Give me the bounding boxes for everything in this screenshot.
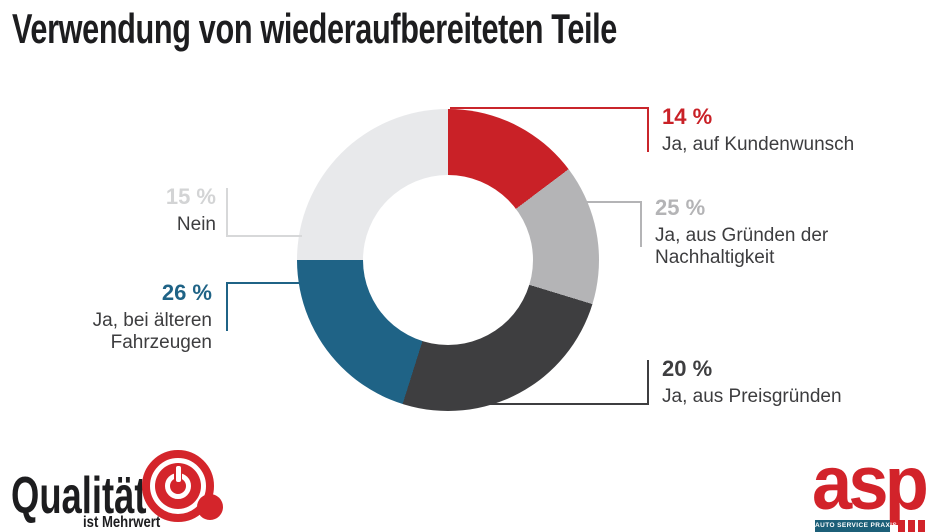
power-button-icon <box>142 450 223 522</box>
asp-bar <box>918 520 925 532</box>
donut-chart <box>297 109 599 411</box>
callout-label: Ja, auf Kundenwunsch <box>662 134 855 155</box>
callout-value: 14 % <box>662 104 713 129</box>
callout-line-fahrzeuge <box>226 282 228 331</box>
callout-preisgruende: 20 % Ja, aus Preisgründen <box>662 357 842 408</box>
callout-line-kundenwunsch <box>647 107 649 152</box>
callout-fahrzeuge: 26 % Ja, bei älteren Fahrzeugen <box>0 281 212 354</box>
asp-band: AUTO SERVICE PRAXIS <box>815 520 897 532</box>
callout-line-nein <box>226 235 302 237</box>
callout-value: 26 % <box>161 280 212 305</box>
callout-line-nein <box>226 188 228 237</box>
callout-nachhaltigkeit: 25 % Ja, aus Gründen der Nachhaltigkeit <box>655 196 945 269</box>
callout-label: Nein <box>176 214 216 235</box>
donut-hole <box>363 175 533 345</box>
qualitaet-subline: ist Mehrwert <box>83 514 161 531</box>
callout-value: 20 % <box>662 356 713 381</box>
asp-bar <box>898 520 905 532</box>
callout-nein: 15 % Nein <box>0 185 216 236</box>
callout-line-preisgruende <box>480 403 649 405</box>
callout-value: 15 % <box>165 184 216 209</box>
callout-value: 25 % <box>655 195 706 220</box>
q-outer-ring <box>142 450 214 522</box>
qualitaet-wordmark: Qualität <box>11 467 147 525</box>
chart-title: Verwendung von wiederaufbereiteten Teile <box>12 5 617 52</box>
callout-label: Ja, aus Preisgründen <box>662 386 842 407</box>
callout-line-kundenwunsch <box>450 107 649 109</box>
callout-kundenwunsch: 14 % Ja, auf Kundenwunsch <box>662 105 854 156</box>
callout-label: Ja, bei älteren Fahrzeugen <box>92 310 212 353</box>
asp-wordmark: asp <box>812 441 929 526</box>
power-bar <box>175 466 181 482</box>
callout-line-fahrzeuge <box>228 282 302 284</box>
asp-bar <box>908 520 915 532</box>
callout-line-nachhaltigkeit <box>640 201 642 247</box>
callout-line-nachhaltigkeit <box>587 201 642 203</box>
callout-label: Ja, aus Gründen der Nachhaltigkeit <box>655 225 829 268</box>
callout-line-preisgruende <box>647 360 649 405</box>
